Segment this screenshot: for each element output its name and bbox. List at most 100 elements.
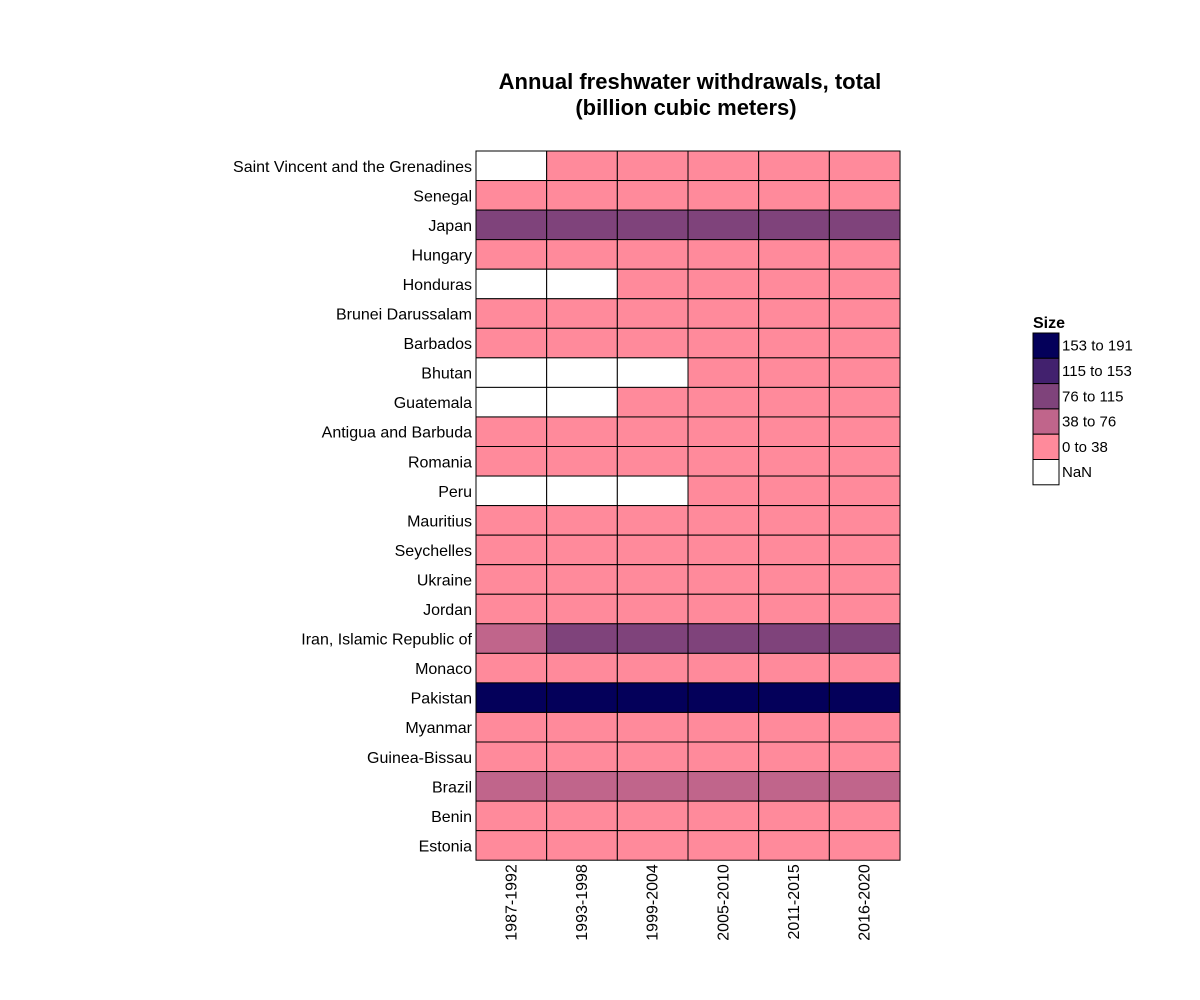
heatmap-cell bbox=[616, 180, 689, 211]
heatmap-cell bbox=[546, 800, 618, 832]
heatmap-cell bbox=[546, 564, 618, 595]
legend-label: 115 to 153 bbox=[1062, 363, 1132, 380]
legend-label: NaN bbox=[1062, 464, 1092, 481]
heatmap-cell bbox=[758, 652, 830, 684]
legend-label: 0 to 38 bbox=[1062, 439, 1108, 456]
heatmap-cell bbox=[828, 623, 901, 654]
heatmap-cell bbox=[546, 475, 618, 507]
heatmap-cell bbox=[687, 771, 760, 802]
heatmap-cell bbox=[475, 150, 548, 182]
heatmap-cell bbox=[475, 711, 548, 743]
heatmap-cell bbox=[475, 180, 548, 211]
heatmap-cell bbox=[687, 534, 760, 566]
heatmap-cell bbox=[616, 357, 689, 388]
heatmap-cell bbox=[758, 830, 830, 861]
heatmap-cell bbox=[758, 150, 830, 182]
heatmap-cell bbox=[758, 386, 830, 418]
heatmap-cell bbox=[546, 180, 618, 211]
heatmap-cell bbox=[616, 711, 689, 743]
heatmap-cell bbox=[828, 682, 901, 713]
heatmap-cell bbox=[687, 593, 760, 625]
heatmap-cell bbox=[828, 771, 901, 802]
heatmap-cell bbox=[616, 771, 689, 802]
heatmap-cell bbox=[758, 534, 830, 566]
legend-swatch bbox=[1032, 383, 1060, 410]
row-label: Iran, Islamic Republic of bbox=[301, 632, 472, 649]
heatmap-cell bbox=[616, 446, 689, 477]
heatmap-cell bbox=[546, 505, 618, 536]
heatmap-cell bbox=[687, 446, 760, 477]
heatmap-cell bbox=[687, 623, 760, 654]
heatmap-cell bbox=[687, 682, 760, 713]
heatmap-cell bbox=[546, 357, 618, 388]
row-label: Hungary bbox=[412, 247, 472, 264]
heatmap-cell bbox=[475, 564, 548, 595]
heatmap-cell bbox=[828, 505, 901, 536]
heatmap-cell bbox=[758, 327, 830, 359]
heatmap-cell bbox=[687, 386, 760, 418]
heatmap-cell bbox=[546, 150, 618, 182]
heatmap-cell bbox=[616, 505, 689, 536]
heatmap-cell bbox=[828, 416, 901, 448]
heatmap-cell bbox=[475, 327, 548, 359]
chart-title-line-1: Annual freshwater withdrawals, total bbox=[499, 69, 882, 94]
legend-label: 76 to 115 bbox=[1062, 388, 1123, 405]
heatmap-cell bbox=[758, 268, 830, 300]
heatmap-cell bbox=[828, 652, 901, 684]
heatmap-cell bbox=[828, 150, 901, 182]
heatmap-cells bbox=[475, 150, 901, 861]
heatmap-cell bbox=[616, 475, 689, 507]
column-label: 2016-2020 bbox=[857, 864, 874, 941]
row-label: Pakistan bbox=[411, 691, 472, 708]
heatmap-cell bbox=[475, 505, 548, 536]
row-label: Peru bbox=[438, 484, 472, 501]
heatmap-cell bbox=[828, 180, 901, 211]
heatmap-cell bbox=[475, 416, 548, 448]
heatmap-cell bbox=[616, 209, 689, 241]
heatmap-cell bbox=[758, 298, 830, 329]
heatmap-cell bbox=[828, 800, 901, 832]
heatmap-cell bbox=[758, 711, 830, 743]
heatmap-cell bbox=[546, 771, 618, 802]
row-label: Saint Vincent and the Grenadines bbox=[233, 159, 472, 176]
heatmap-cell bbox=[758, 623, 830, 654]
heatmap-cell bbox=[687, 327, 760, 359]
heatmap-cell bbox=[616, 268, 689, 300]
heatmap-cell bbox=[475, 268, 548, 300]
heatmap-cell bbox=[687, 209, 760, 241]
legend-swatch bbox=[1032, 357, 1060, 385]
heatmap-cell bbox=[616, 298, 689, 329]
heatmap-cell bbox=[475, 209, 548, 241]
legend-swatch bbox=[1032, 408, 1060, 435]
heatmap-cell bbox=[687, 564, 760, 595]
heatmap-cell bbox=[758, 741, 830, 773]
heatmap-cell bbox=[828, 475, 901, 507]
heatmap-cell bbox=[616, 623, 689, 654]
legend-swatch bbox=[1032, 332, 1060, 359]
heatmap-cell bbox=[687, 416, 760, 448]
heatmap-cell bbox=[687, 475, 760, 507]
row-label: Bhutan bbox=[421, 366, 472, 383]
heatmap-cell bbox=[616, 386, 689, 418]
heatmap-cell bbox=[828, 741, 901, 773]
heatmap-cell bbox=[828, 446, 901, 477]
heatmap-cell bbox=[687, 268, 760, 300]
column-label: 1987-1992 bbox=[503, 864, 520, 941]
heatmap-cell bbox=[616, 652, 689, 684]
heatmap-cell bbox=[828, 298, 901, 329]
legend-swatch bbox=[1032, 433, 1060, 461]
heatmap-cell bbox=[758, 505, 830, 536]
heatmap-cell bbox=[687, 180, 760, 211]
heatmap-cell bbox=[758, 209, 830, 241]
heatmap-cell bbox=[475, 623, 548, 654]
heatmap-cell bbox=[475, 475, 548, 507]
column-label: 2011-2015 bbox=[786, 864, 803, 939]
heatmap-cell bbox=[475, 800, 548, 832]
heatmap-cell bbox=[687, 298, 760, 329]
heatmap-cell bbox=[828, 268, 901, 300]
row-label: Seychelles bbox=[395, 543, 472, 560]
heatmap-cell bbox=[475, 652, 548, 684]
heatmap-cell bbox=[758, 475, 830, 507]
heatmap-cell bbox=[475, 771, 548, 802]
heatmap-cell bbox=[616, 534, 689, 566]
